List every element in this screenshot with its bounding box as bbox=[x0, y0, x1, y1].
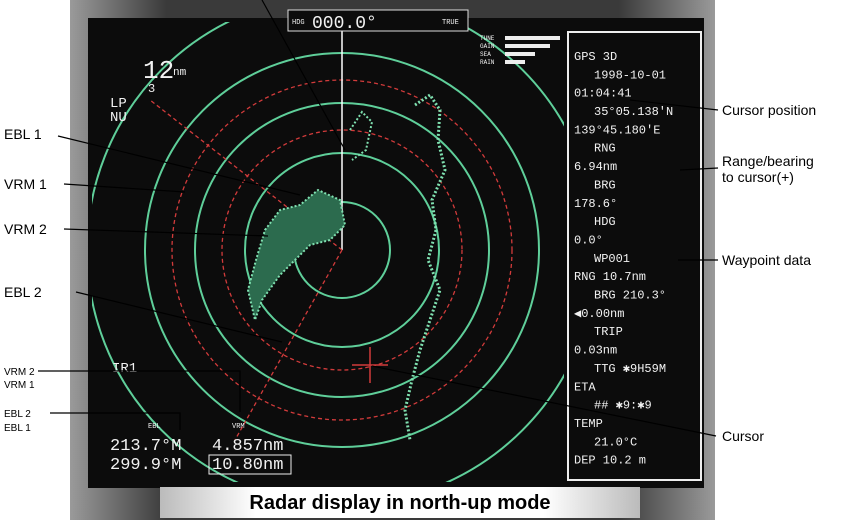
callout: EBL 1 bbox=[4, 126, 42, 142]
panel-line: 139°45.180'E bbox=[574, 123, 660, 137]
panel-line: HDG bbox=[594, 215, 616, 229]
panel-line: 1998-10-01 bbox=[594, 68, 666, 82]
callout: VRM 2 bbox=[4, 221, 47, 237]
panel-line: ◀0.00nm bbox=[574, 307, 624, 321]
vrm-label: VRM bbox=[232, 423, 245, 431]
panel-line: RNG 10.7nm bbox=[574, 270, 646, 284]
callout: Range/bearing bbox=[722, 153, 814, 169]
panel-line: 35°05.138'N bbox=[594, 105, 673, 119]
panel-line: DEP 10.2 m bbox=[574, 454, 646, 468]
range-unit: nm bbox=[173, 67, 187, 79]
panel-line: BRG 210.3° bbox=[594, 289, 666, 303]
vrm-value: 10.80nm bbox=[212, 456, 283, 475]
panel-line: TRIP bbox=[594, 325, 623, 339]
vrm-value: 4.857nm bbox=[212, 437, 283, 456]
panel-line: TEMP bbox=[574, 417, 603, 431]
interference: IR1 bbox=[112, 361, 137, 377]
callout: to cursor(+) bbox=[722, 169, 794, 185]
callout: EBL 1 bbox=[4, 423, 31, 434]
heading-ref: TRUE bbox=[442, 19, 459, 27]
callout: VRM 1 bbox=[4, 380, 35, 391]
panel-line: ## ✱9:✱9 bbox=[594, 399, 652, 413]
panel-line: 0.0° bbox=[574, 233, 603, 247]
control: RAIN bbox=[480, 59, 495, 66]
control: TUNE bbox=[480, 35, 495, 42]
panel-line: 01:04:41 bbox=[574, 87, 632, 101]
callout: VRM 2 bbox=[4, 367, 35, 378]
panel-line: GPS 3D bbox=[574, 50, 617, 64]
mode: NU bbox=[110, 110, 127, 126]
callout: VRM 1 bbox=[4, 176, 47, 192]
callout: Cursor bbox=[722, 428, 764, 444]
panel-line: 21.0°C bbox=[594, 435, 637, 449]
control: SEA bbox=[480, 51, 491, 58]
panel-line: ETA bbox=[574, 380, 596, 394]
ebl-label: EBL bbox=[148, 423, 161, 431]
panel-line: 178.6° bbox=[574, 197, 617, 211]
panel-line: WP001 bbox=[594, 252, 630, 266]
control: GAIN bbox=[480, 43, 495, 50]
radar-figure: 12 nm 3 LP NU HDG 000.0° TRUE TUNE GAIN … bbox=[0, 0, 847, 520]
ebl-value: 213.7°M bbox=[110, 437, 181, 456]
panel-line: 0.03nm bbox=[574, 344, 617, 358]
callout: Waypoint data bbox=[722, 252, 811, 268]
callout: Cursor position bbox=[722, 102, 816, 118]
heading-label: HDG bbox=[292, 19, 305, 27]
heading: 000.0° bbox=[312, 14, 377, 34]
panel-line: 6.94nm bbox=[574, 160, 617, 174]
callout: EBL 2 bbox=[4, 284, 42, 300]
caption: Radar display in north-up mode bbox=[249, 492, 550, 514]
panel-line: BRG bbox=[594, 178, 616, 192]
ebl-value: 299.9°M bbox=[110, 456, 181, 475]
callout: EBL 2 bbox=[4, 409, 31, 420]
panel-line: TTG ✱9H59M bbox=[594, 362, 666, 376]
ring-count: 3 bbox=[148, 82, 155, 96]
panel-line: RNG bbox=[594, 142, 616, 156]
